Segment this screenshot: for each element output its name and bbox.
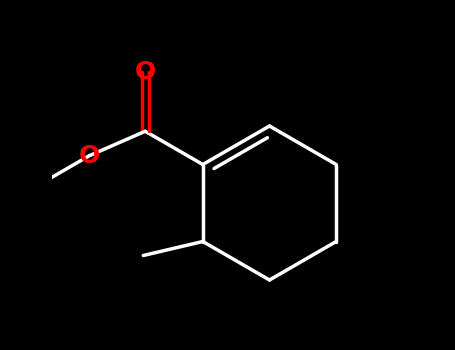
Text: O: O [135, 60, 156, 84]
Text: O: O [79, 144, 100, 168]
